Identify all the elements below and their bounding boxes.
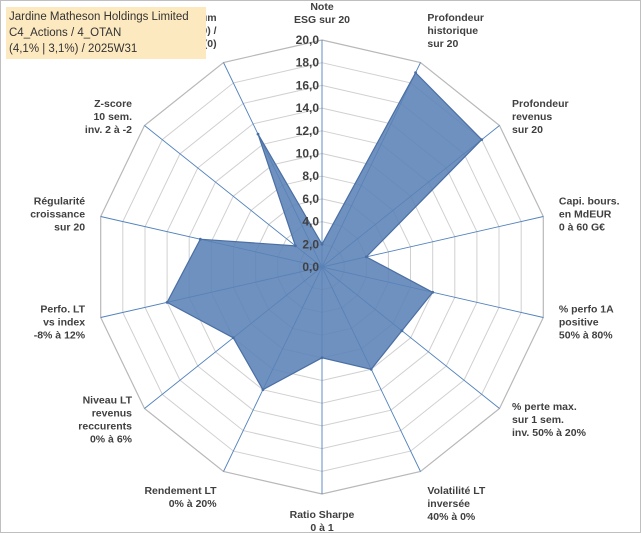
axis-label-line: inversée — [427, 498, 470, 510]
axis-label-1: Profondeur historique sur 20 — [427, 12, 484, 50]
tick-label: 16,0 — [296, 78, 320, 92]
company-name: Jardine Matheson Holdings Limited — [9, 11, 189, 23]
axis-label-line: Z-score — [94, 98, 132, 110]
data-point-0 — [320, 242, 324, 246]
axis-label-line: Capi. bours. — [559, 195, 620, 207]
axis-label-line: 50% à 80% — [559, 330, 613, 342]
radial-tick-labels: 0,0 2,0 4,0 6,0 8,0 10,0 12,0 14,0 16,0 18,0 20,0 — [296, 33, 320, 274]
axis-label-line: 0 à 1 — [310, 522, 334, 533]
axis-label-line: croissance — [30, 208, 85, 220]
axis-label-line: Ratio Sharpe — [290, 509, 355, 521]
data-point-8 — [261, 388, 265, 392]
data-point-9 — [231, 336, 235, 340]
tick-label: 6,0 — [302, 192, 319, 206]
axis-label-line: sur 20 — [54, 221, 85, 233]
chart-header: Jardine Matheson Holdings Limited C4_Act… — [6, 7, 206, 59]
axis-label-3: Capi. bours. en MdEUR 0 à 60 G€ — [559, 195, 620, 233]
axis-label-line: 0 à 60 G€ — [559, 221, 605, 233]
axis-label-8: Rendement LT 0% à 20% — [144, 485, 217, 510]
data-point-2 — [480, 138, 484, 142]
axis-label-line: Profondeur — [427, 12, 484, 24]
axis-label-line: Rendement LT — [144, 485, 217, 497]
data-point-12 — [294, 244, 297, 248]
tick-label: 18,0 — [296, 56, 320, 70]
axis-label-10: Perfo. LT vs index -8% à 12% — [34, 304, 86, 342]
axis-label-line: % perfo 1A — [559, 304, 614, 316]
axis-label-line: -8% à 12% — [34, 330, 86, 342]
axis-label-line: Note — [310, 1, 333, 13]
axis-label-line: vs index — [43, 317, 85, 329]
data-point-13 — [256, 132, 260, 136]
data-point-1 — [414, 71, 417, 75]
data-point-7 — [320, 356, 324, 360]
axis-label-line: sur 1 sem. — [512, 414, 564, 426]
tick-label: 12,0 — [296, 124, 320, 138]
axis-label-line: Profondeur — [512, 98, 569, 110]
spoke-12 — [144, 125, 323, 268]
series-area — [166, 71, 483, 391]
axis-label-line: reccurents — [78, 421, 132, 433]
axis-label-line: Volatilité LT — [427, 485, 486, 497]
data-point-11 — [198, 237, 202, 241]
data-point-3 — [364, 255, 368, 259]
tick-label: 2,0 — [302, 237, 319, 251]
axis-label-line: % perte max. — [512, 401, 577, 413]
tick-label: 14,0 — [296, 101, 320, 115]
axis-label-12: Z-score 10 sem. inv. 2 à -2 — [85, 98, 132, 136]
axis-label-line: inv. 50% à 20% — [512, 427, 587, 439]
data-point-6 — [369, 367, 373, 371]
axis-label-line: Régularité — [34, 195, 86, 207]
axis-label-line: historique — [427, 25, 478, 37]
axis-label-7: Ratio Sharpe 0 à 1 — [290, 509, 355, 533]
axis-label-2: Profondeur revenus sur 20 — [512, 98, 569, 136]
tick-label: 8,0 — [302, 169, 319, 183]
axis-label-4: % perfo 1A positive 50% à 80% — [559, 304, 614, 342]
tick-label: 0,0 — [302, 260, 319, 274]
data-point-4 — [431, 290, 435, 294]
tick-label: 20,0 — [296, 33, 320, 47]
performance-period: (4,1% | 3,1%) / 2025W31 — [9, 43, 138, 55]
axis-label-line: positive — [559, 317, 599, 329]
axis-label-5: % perte max. sur 1 sem. inv. 50% à 20% — [512, 401, 587, 439]
axis-label-line: revenus — [512, 111, 552, 123]
axis-labels: Note ESG sur 20 Profondeur historique sur 20… — [30, 1, 619, 533]
data-point-10 — [165, 301, 169, 304]
axis-label-line: Niveau LT — [83, 395, 133, 407]
axis-label-line: revenus — [92, 408, 132, 420]
portfolio-category: C4_Actions / 4_OTAN — [9, 27, 122, 39]
axis-label-line: Perfo. LT — [40, 304, 85, 316]
radar-area-layer — [165, 71, 484, 392]
axis-label-line: en MdEUR — [559, 208, 612, 220]
axis-label-line: sur 20 — [512, 124, 543, 136]
axis-label-line: 0% à 20% — [169, 498, 218, 510]
axis-label-line: ESG sur 20 — [294, 14, 350, 26]
axis-label-line: sur 20 — [427, 38, 458, 50]
axis-label-line: inv. 2 à -2 — [85, 124, 132, 136]
axis-label-line: 10 sem. — [93, 111, 132, 123]
axis-label-line: 40% à 0% — [427, 511, 476, 523]
axis-label-9: Niveau LT revenus reccurents 0% à 6% — [78, 395, 132, 446]
tick-label: 10,0 — [296, 147, 320, 161]
tick-label: 4,0 — [302, 215, 319, 229]
data-point-5 — [400, 329, 404, 333]
axis-label-11: Régularité croissance sur 20 — [30, 195, 85, 233]
axis-label-line: 0% à 6% — [90, 434, 133, 446]
axis-label-6: Volatilité LT inversée 40% à 0% — [427, 485, 486, 523]
axis-label-0: Note ESG sur 20 — [294, 1, 350, 26]
